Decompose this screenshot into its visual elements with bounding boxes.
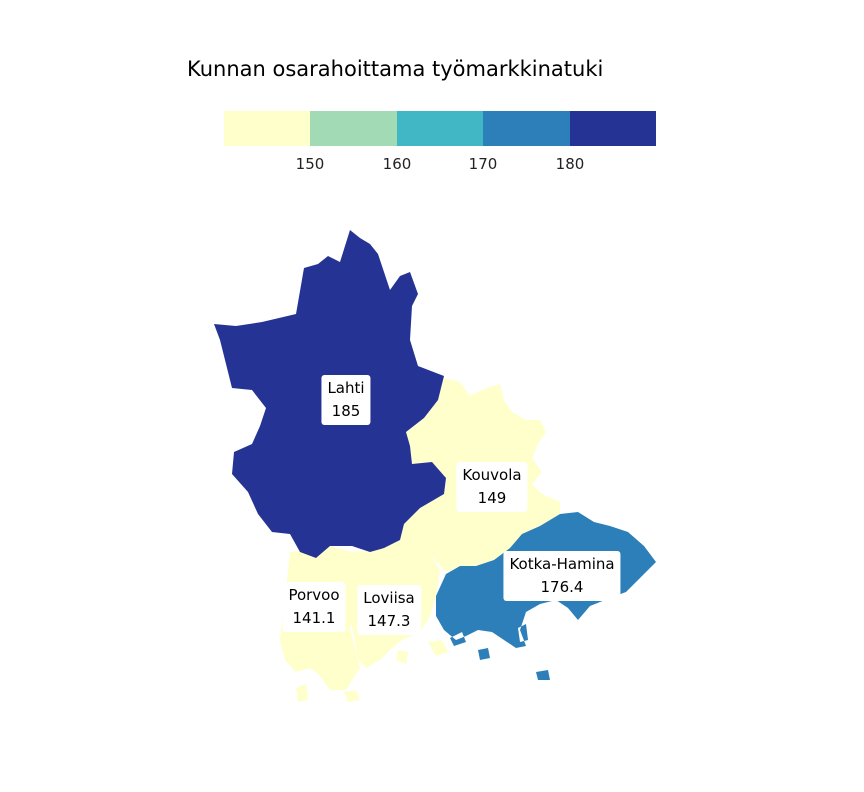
legend-tick: 150 [295, 155, 325, 173]
region-name: Lahti [327, 379, 365, 397]
legend-swatch-4 [483, 111, 570, 146]
region-label-porvoo: Porvoo 141.1 [282, 582, 346, 632]
region-value: 147.3 [367, 612, 411, 630]
region-value: 141.1 [292, 609, 336, 627]
legend-swatch-2 [310, 111, 397, 146]
legend-swatch-3 [396, 111, 484, 146]
region-name: Porvoo [288, 586, 340, 604]
region-name: Kouvola [462, 466, 522, 484]
legend-tick: 180 [555, 155, 585, 173]
region-label-loviisa: Loviisa 147.3 [357, 585, 421, 635]
region-label-kouvola: Kouvola 149 [456, 462, 528, 512]
region-name: Kotka-Hamina [509, 555, 615, 573]
legend-tick: 170 [468, 155, 498, 173]
legend-swatch-5 [569, 111, 657, 146]
region-value: 149 [477, 489, 507, 507]
color-legend [224, 111, 657, 147]
region-value: 176.4 [540, 578, 584, 596]
legend-tick: 160 [382, 155, 412, 173]
region-label-lahti: Lahti 185 [321, 375, 371, 425]
region-name: Loviisa [363, 589, 415, 607]
legend-swatch-1 [224, 111, 311, 146]
region-value: 185 [331, 402, 361, 420]
map-title: Kunnan osarahoittama työmarkkinatuki [187, 57, 604, 81]
region-label-kotka-hamina: Kotka-Hamina 176.4 [503, 551, 621, 601]
